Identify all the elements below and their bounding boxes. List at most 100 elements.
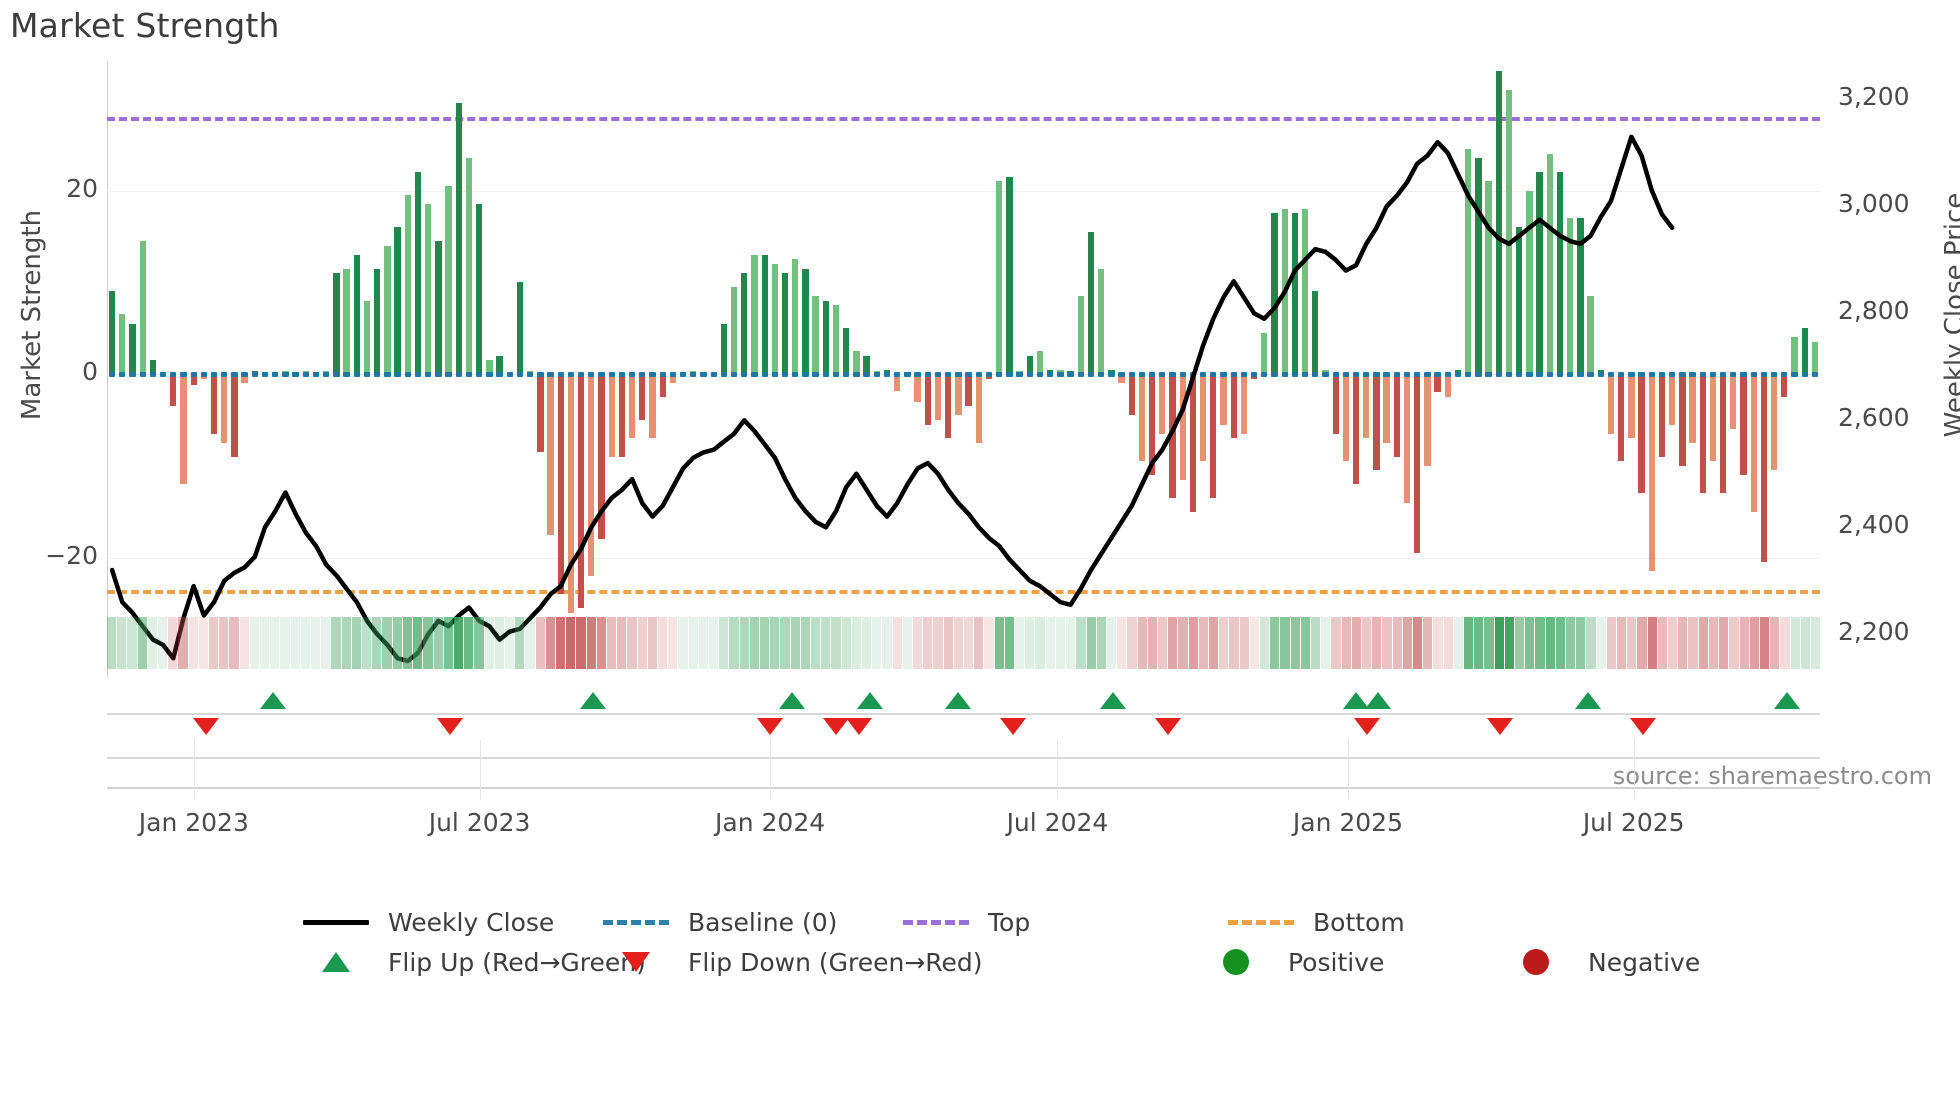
- strength-bar: [1291, 213, 1299, 375]
- baseline-marker: [1750, 372, 1757, 378]
- heatmap-cell: [851, 617, 862, 669]
- baseline-marker: [139, 372, 146, 378]
- heatmap-cell: [1657, 617, 1668, 669]
- baseline-marker: [812, 372, 819, 378]
- heatmap-cell: [1617, 617, 1627, 669]
- strength-bar: [1740, 374, 1747, 476]
- heatmap-cell: [198, 617, 209, 669]
- strength-bar: [465, 158, 473, 375]
- heatmap-cell: [627, 617, 637, 669]
- baseline-marker: [1658, 372, 1666, 378]
- flip-up-marker: [779, 692, 806, 709]
- legend-item-top[interactable]: Top: [900, 905, 1030, 939]
- flip-up-marker: [1773, 692, 1800, 709]
- legend-item-bottom[interactable]: Bottom: [1225, 905, 1405, 939]
- baseline-marker: [710, 372, 717, 378]
- heatmap-cell: [1321, 617, 1331, 669]
- baseline-marker: [1434, 372, 1441, 378]
- baseline-marker: [1159, 372, 1166, 378]
- strength-bar: [1760, 374, 1768, 563]
- strength-bar: [1465, 149, 1472, 375]
- strength-bar: [1057, 369, 1064, 375]
- baseline-marker: [761, 372, 768, 378]
- baseline-marker: [363, 372, 371, 378]
- legend-item-flip-up[interactable]: Flip Up (Red→Green): [300, 945, 646, 979]
- heatmap-cell: [576, 617, 586, 669]
- legend-item-weekly-close[interactable]: Weekly Close: [300, 905, 554, 939]
- strength-bar: [1434, 374, 1441, 393]
- strength-bar: [445, 185, 452, 375]
- flip-down-marker: [1154, 718, 1181, 735]
- baseline-marker: [567, 372, 575, 378]
- strength-bar: [1709, 374, 1717, 462]
- legend-item-positive[interactable]: Positive: [1200, 945, 1384, 979]
- baseline-marker: [557, 372, 564, 378]
- legend-item-baseline[interactable]: Baseline (0): [600, 905, 837, 939]
- baseline-marker: [272, 372, 279, 378]
- baseline-marker: [1312, 372, 1319, 378]
- y-axis-right-tick: 2,400: [1838, 510, 1910, 540]
- baseline-marker: [1087, 372, 1095, 378]
- baseline-marker: [1169, 372, 1176, 378]
- heatmap-cell: [1208, 617, 1219, 669]
- heatmap-cell: [821, 617, 831, 669]
- strength-bar: [231, 374, 238, 457]
- strength-bar: [1036, 351, 1044, 375]
- baseline-marker: [802, 372, 809, 378]
- heatmap-cell: [1249, 617, 1259, 669]
- heatmap-cell: [1453, 617, 1464, 669]
- strength-bar: [1261, 332, 1268, 375]
- baseline-marker: [1546, 372, 1553, 378]
- heatmap-cell: [1627, 617, 1637, 669]
- strength-bar: [1230, 374, 1237, 439]
- baseline-marker: [1730, 372, 1737, 378]
- heatmap-cell: [953, 617, 964, 669]
- heatmap-cell: [637, 617, 647, 669]
- baseline-marker: [210, 372, 218, 378]
- baseline-marker: [1006, 372, 1013, 378]
- legend-label: Top: [988, 907, 1031, 937]
- flip-up-marker: [1099, 692, 1126, 709]
- strength-bar: [1342, 374, 1350, 462]
- strength-bar: [190, 374, 197, 386]
- strength-bar: [1801, 328, 1808, 375]
- legend-label: Bottom: [1313, 907, 1405, 937]
- heatmap-cell: [280, 617, 290, 669]
- heatmap-cell: [586, 617, 596, 669]
- strength-bar: [414, 172, 422, 375]
- legend-item-negative[interactable]: Negative: [1500, 945, 1700, 979]
- legend-item-flip-down[interactable]: Flip Down (Green→Red): [600, 945, 983, 979]
- y-axis-right-tick: 3,000: [1838, 189, 1910, 219]
- heatmap-cell: [1433, 617, 1443, 669]
- heatmap-cell: [1178, 617, 1188, 669]
- heatmap-cell: [739, 617, 749, 669]
- heatmap-cell: [1198, 617, 1208, 669]
- heatmap-cell: [974, 617, 984, 669]
- baseline-marker: [679, 372, 687, 378]
- heatmap-cell: [362, 617, 372, 669]
- baseline-marker: [1740, 372, 1747, 378]
- baseline-marker: [730, 372, 738, 378]
- circle-icon: [1200, 949, 1272, 975]
- strength-bar: [1312, 291, 1319, 375]
- heatmap-cell: [678, 617, 688, 669]
- baseline-marker: [180, 372, 187, 378]
- strength-bar: [108, 291, 116, 375]
- heatmap-cell: [453, 617, 464, 669]
- legend-label: Flip Down (Green→Red): [688, 947, 983, 977]
- heatmap-cell: [249, 617, 260, 669]
- baseline-marker: [924, 372, 931, 378]
- legend-label: Weekly Close: [388, 907, 555, 937]
- strength-bar: [1658, 374, 1666, 457]
- heatmap-cell: [372, 617, 382, 669]
- heatmap-cell: [647, 617, 657, 669]
- strength-bar: [1108, 369, 1115, 375]
- triangle-up-icon: [300, 952, 372, 972]
- strength-bar: [1719, 374, 1727, 494]
- strength-bar: [1628, 374, 1635, 439]
- heatmap-cell: [1545, 617, 1555, 669]
- strength-bar: [853, 351, 860, 375]
- strength-bar: [741, 273, 748, 375]
- strength-bar: [1138, 374, 1146, 462]
- heatmap-cell: [1688, 617, 1698, 669]
